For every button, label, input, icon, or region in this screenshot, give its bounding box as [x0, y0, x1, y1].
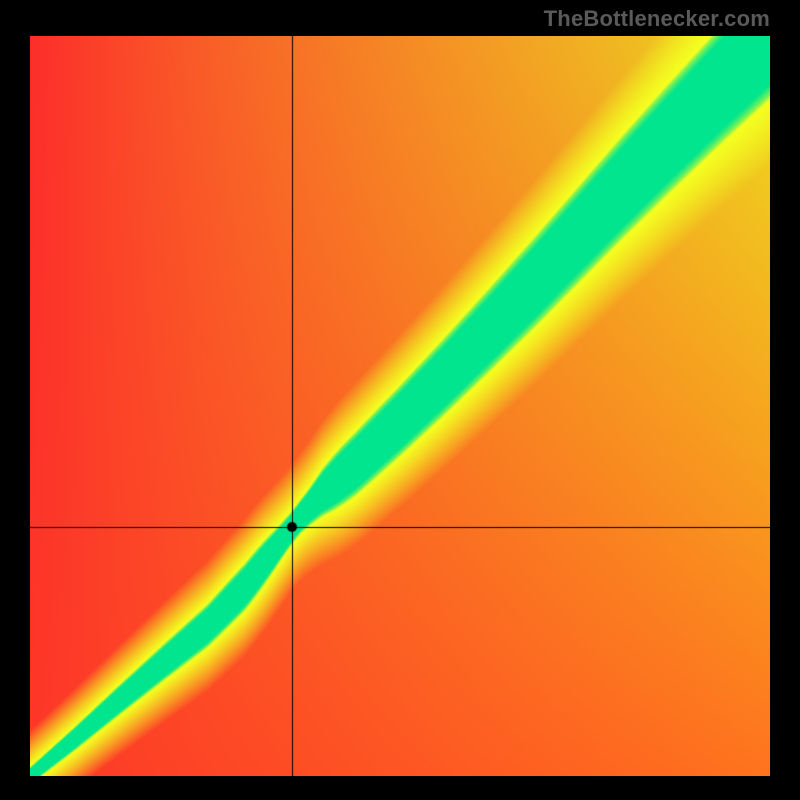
heatmap-canvas	[30, 36, 770, 776]
heatmap-plot	[30, 36, 770, 776]
figure-container: TheBottlenecker.com	[0, 0, 800, 800]
watermark-text: TheBottlenecker.com	[544, 6, 770, 32]
